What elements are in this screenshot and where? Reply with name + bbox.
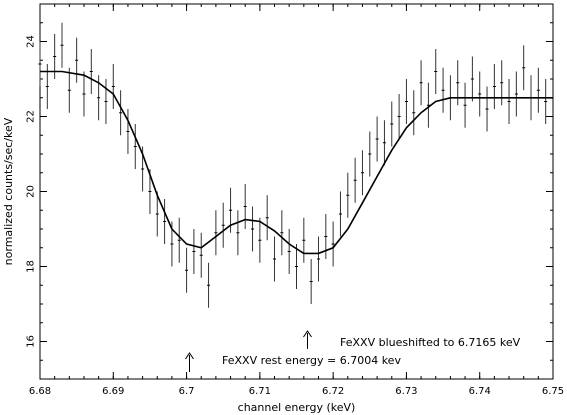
x-tick-label: 6.71 bbox=[249, 386, 271, 397]
x-axis-label: channel energy (keV) bbox=[238, 401, 356, 414]
model-curve bbox=[40, 70, 553, 255]
x-tick-label: 6.68 bbox=[29, 386, 51, 397]
y-axis-label: normalized counts/sec/keV bbox=[2, 117, 15, 265]
annotation-rest-energy: FeXXV rest energy = 6.7004 kev bbox=[222, 354, 401, 367]
arrow-blueshift-head bbox=[303, 330, 312, 338]
y-tick-label: 16 bbox=[26, 335, 37, 348]
model-line bbox=[40, 70, 553, 255]
x-tick-label: 6.74 bbox=[469, 386, 491, 397]
y-tick-label: 24 bbox=[26, 35, 37, 48]
x-tick-label: 6.72 bbox=[322, 386, 344, 397]
y-tick-label: 22 bbox=[26, 110, 37, 123]
data-marks bbox=[38, 22, 548, 308]
plot-frame bbox=[39, 3, 554, 380]
x-tick-label: 6.75 bbox=[542, 386, 564, 397]
y-tick-label: 18 bbox=[26, 260, 37, 273]
x-tick-label: 6.7 bbox=[179, 386, 195, 397]
annotations: FeXXV rest energy = 6.7004 kev FeXXV blue… bbox=[185, 330, 521, 372]
axes: 6.68 6.69 6.7 6.71 6.72 6.73 6.74 6.75 16 18 20 22 2… bbox=[26, 3, 564, 397]
annotation-blueshift: FeXXV blueshifted to 6.7165 keV bbox=[340, 336, 521, 349]
arrow-rest-head bbox=[185, 352, 194, 360]
y-tick-label: 20 bbox=[26, 185, 37, 198]
x-tick-label: 6.73 bbox=[395, 386, 417, 397]
x-tick-label: 6.69 bbox=[102, 386, 124, 397]
